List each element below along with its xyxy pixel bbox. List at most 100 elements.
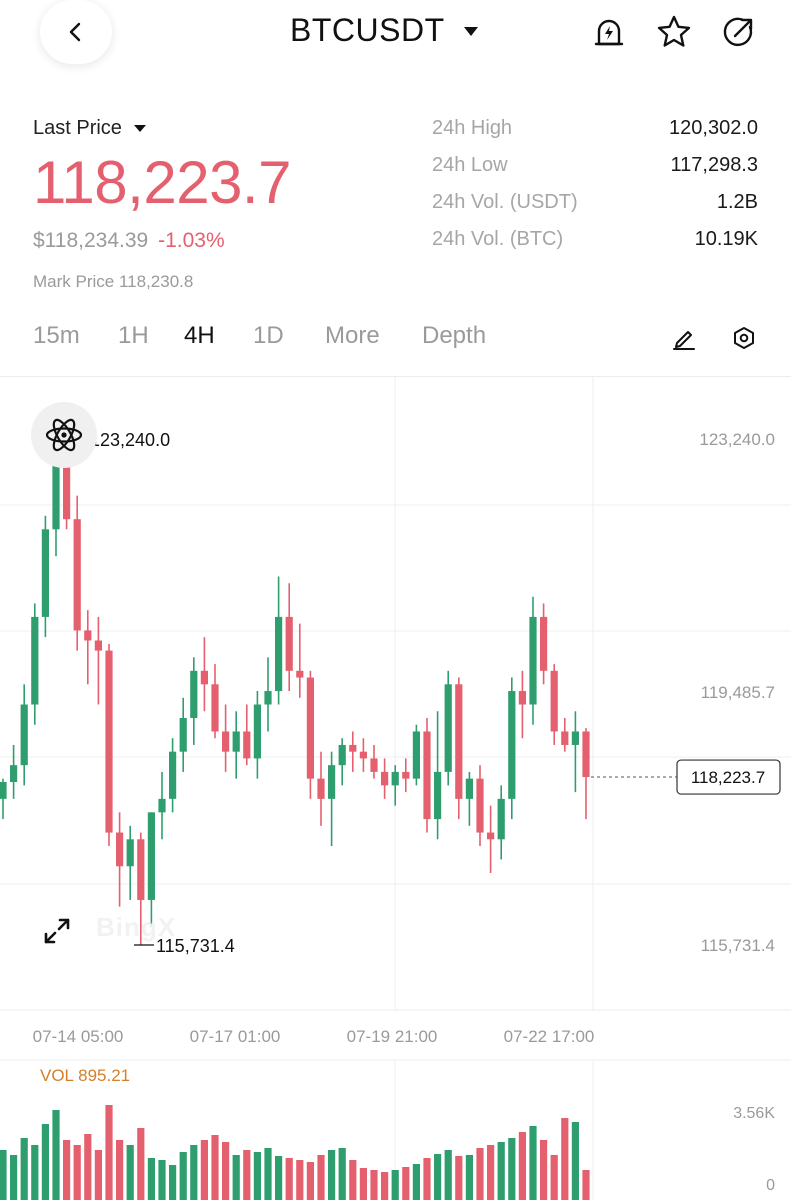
ai-assistant-button[interactable] [31, 402, 97, 468]
price-alert-button[interactable] [589, 12, 629, 52]
price-axis-label: 119,485.7 [701, 683, 775, 702]
draw-tools-button[interactable] [668, 322, 700, 354]
candle-body [105, 650, 113, 833]
volume-bar [63, 1140, 71, 1200]
volume-bar [126, 1145, 134, 1200]
volume-bar [275, 1156, 283, 1200]
volume-bar [116, 1140, 124, 1200]
usd-price-row: $118,234.39 -1.03% [33, 229, 225, 253]
tab-1d[interactable]: 1D [253, 322, 284, 349]
x-axis-label: 07-19 21:00 [347, 1027, 438, 1046]
fullscreen-button[interactable] [40, 914, 74, 948]
volume-bar [518, 1132, 526, 1200]
price-axis-label: 123,240.0 [699, 430, 775, 449]
candle-body [243, 731, 251, 759]
tab-1h[interactable]: 1H [118, 322, 149, 349]
tab-15m[interactable]: 15m [33, 322, 80, 349]
stat-label: 24h High [432, 117, 513, 139]
tab-depth[interactable]: Depth [422, 322, 487, 349]
chart-settings-button[interactable] [728, 322, 760, 354]
volume-bar [169, 1165, 177, 1200]
candle-body [275, 616, 283, 692]
candle-body [508, 691, 516, 799]
volume-bar [211, 1135, 219, 1200]
candle-body [582, 731, 590, 778]
x-axis-label: 07-17 01:00 [190, 1027, 281, 1046]
candle-body [169, 751, 177, 799]
candle-body [10, 765, 18, 783]
volume-bar [370, 1170, 378, 1200]
stat-value: 120,302.0 [669, 117, 758, 139]
candle-body [317, 778, 325, 799]
candle-body [518, 691, 526, 705]
favorite-button[interactable] [654, 12, 694, 52]
volume-bar [349, 1160, 357, 1200]
volume-bar [200, 1140, 208, 1200]
stat-label: 24h Vol. (USDT) [432, 191, 578, 213]
candle-body [63, 455, 71, 520]
candle-body [328, 765, 336, 799]
price-type-caret-icon [133, 125, 146, 132]
volume-bar [253, 1152, 261, 1200]
volume-bar [296, 1160, 304, 1200]
timeframe-tabs: 15m 1H 4H 1D More Depth [33, 322, 486, 350]
volume-bar [571, 1122, 579, 1200]
volume-bar [359, 1168, 367, 1200]
candle-body [52, 455, 60, 530]
back-button[interactable] [40, 0, 112, 64]
volume-bar [306, 1162, 314, 1200]
candle-body [444, 684, 452, 772]
x-axis-label: 07-22 17:00 [504, 1027, 595, 1046]
volume-bar [243, 1150, 251, 1200]
dropdown-caret-icon [463, 26, 478, 36]
volume-bar [402, 1167, 410, 1200]
candle-body [550, 670, 558, 732]
candle-body [487, 832, 495, 840]
candle-body [402, 771, 410, 779]
candle-body [434, 771, 442, 820]
volume-bar [137, 1128, 145, 1200]
tab-more[interactable]: More [325, 322, 380, 349]
volume-bar [561, 1118, 569, 1200]
tab-4h[interactable]: 4H [184, 322, 215, 349]
candle-body [147, 812, 155, 900]
volume-bar [222, 1142, 230, 1200]
candle-body [391, 771, 399, 786]
draw-pen-icon [673, 331, 695, 350]
volume-bar [391, 1170, 399, 1200]
volume-bar [582, 1170, 590, 1200]
volume-bar [423, 1158, 431, 1200]
current-price-tag-label: 118,223.7 [691, 768, 765, 787]
volume-bar [158, 1160, 166, 1200]
volume-bar [381, 1172, 389, 1200]
volume-bar [94, 1150, 102, 1200]
atom-icon [45, 418, 83, 452]
stat-value: 10.19K [694, 228, 758, 250]
price-type-selector[interactable]: Last Price [33, 117, 146, 140]
candle-body [253, 704, 261, 759]
candle-body [137, 839, 145, 900]
volume-bar [434, 1154, 442, 1200]
x-axis-label: 07-14 05:00 [33, 1027, 124, 1046]
volume-bar [73, 1145, 81, 1200]
candle-body [359, 751, 367, 759]
volume-axis-label: 0 [766, 1177, 775, 1194]
volume-bar [31, 1145, 39, 1200]
candlestick-chart[interactable]: 123,240.0 119,485.7 115,731.4 123,240.0 115,… [0, 376, 791, 1200]
high-marker-label: 123,240.0 [90, 430, 170, 450]
last-price: 118,223.7 [33, 149, 291, 216]
candle-body [232, 731, 240, 752]
share-button[interactable] [719, 12, 759, 52]
stat-24h-low: 24h Low 117,298.3 [432, 154, 758, 191]
candle-body [84, 630, 92, 641]
volume-bar [179, 1152, 187, 1200]
symbol-selector[interactable]: BTCUSDT [290, 12, 479, 49]
candle-body [20, 704, 28, 766]
volume-bar [147, 1158, 155, 1200]
low-marker-label: 115,731.4 [156, 936, 235, 956]
volume-bar [455, 1156, 463, 1200]
favorite-star-icon [657, 15, 691, 47]
symbol-title: BTCUSDT [290, 12, 445, 48]
candle-body [465, 778, 473, 799]
volume-bar [20, 1138, 28, 1200]
